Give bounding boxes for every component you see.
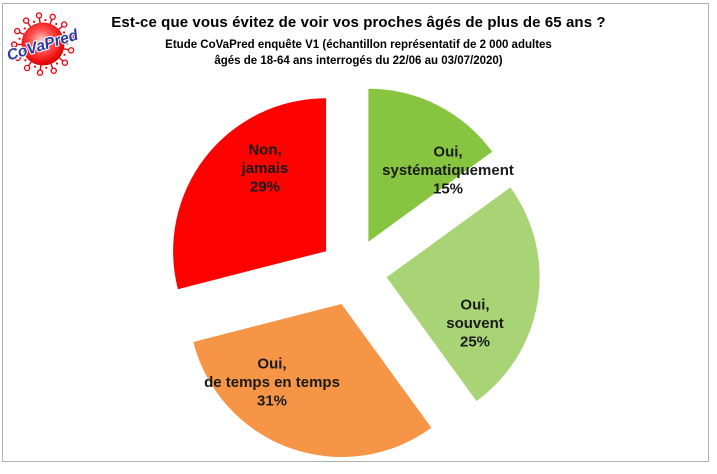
- virus-spikes-icon: [10, 12, 75, 76]
- chart-subtitle-line1: Etude CoVaPred enquête V1 (échantillon r…: [165, 39, 552, 51]
- pie-slice-label-oui-de-temps-en-temps: Oui, de temps en temps 31%: [204, 356, 340, 410]
- pie-slice-oui-systematiquement: [368, 88, 493, 242]
- pie-slice-label-oui-systematiquement: Oui, systématiquement 15%: [382, 144, 514, 198]
- pie-slice-non-jamais: [173, 98, 327, 290]
- pie-slice-label-oui-souvent: Oui, souvent 25%: [446, 297, 504, 351]
- chart-header: Est-ce que vous évitez de voir vos proch…: [0, 14, 717, 69]
- virus-ball-icon: [21, 22, 65, 66]
- pie-slice-oui-de-temps-en-temps: [193, 304, 432, 457]
- chart-subtitle-line2: âgés de 18-64 ans interrogés du 22/06 au…: [214, 55, 503, 67]
- chart-title: Est-ce que vous évitez de voir vos proch…: [111, 14, 606, 31]
- pie-slice-label-non-jamais: Non, jamais 29%: [241, 142, 289, 196]
- covapred-logo: CoVaPred: [4, 12, 82, 76]
- pie-slice-oui-souvent: [386, 187, 540, 402]
